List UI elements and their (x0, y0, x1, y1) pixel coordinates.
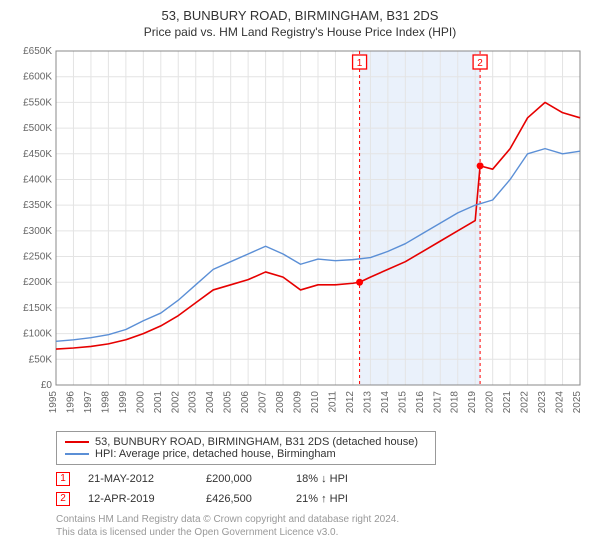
svg-text:2023: 2023 (537, 391, 548, 414)
chart-svg: £0 £50K £100K £150K £200K £250K £300K £350K £400… (12, 45, 588, 425)
svg-text:2008: 2008 (275, 391, 286, 414)
svg-text:2000: 2000 (135, 391, 146, 414)
svg-text:1996: 1996 (65, 391, 76, 414)
svg-text:£300K: £300K (23, 226, 52, 237)
svg-text:£400K: £400K (23, 174, 52, 185)
svg-text:2012: 2012 (345, 391, 356, 414)
svg-text:2024: 2024 (555, 391, 566, 414)
svg-text:2009: 2009 (293, 391, 304, 414)
svg-text:£50K: £50K (29, 354, 53, 365)
svg-text:2006: 2006 (240, 391, 251, 414)
svg-text:2005: 2005 (223, 391, 234, 414)
legend-label-property: 53, BUNBURY ROAD, BIRMINGHAM, B31 2DS (d… (95, 436, 418, 448)
svg-text:2002: 2002 (170, 391, 181, 414)
svg-text:2014: 2014 (380, 391, 391, 414)
legend-swatch-property (65, 441, 89, 443)
svg-text:2025: 2025 (572, 391, 583, 414)
chart-title: 53, BUNBURY ROAD, BIRMINGHAM, B31 2DS (12, 8, 588, 23)
svg-text:2001: 2001 (153, 391, 164, 414)
svg-text:2007: 2007 (258, 391, 269, 414)
svg-text:2016: 2016 (415, 391, 426, 414)
sale-price-1: £200,000 (206, 473, 278, 485)
sale-table: 1 21-MAY-2012 £200,000 18% ↓ HPI 2 12-AP… (56, 469, 588, 509)
svg-text:£450K: £450K (23, 149, 52, 160)
svg-text:£500K: £500K (23, 123, 52, 134)
legend-item-property: 53, BUNBURY ROAD, BIRMINGHAM, B31 2DS (d… (65, 436, 427, 448)
svg-text:2018: 2018 (450, 391, 461, 414)
svg-text:2004: 2004 (205, 391, 216, 414)
svg-text:£550K: £550K (23, 97, 52, 108)
legend: 53, BUNBURY ROAD, BIRMINGHAM, B31 2DS (d… (56, 431, 436, 465)
svg-text:2017: 2017 (432, 391, 443, 414)
svg-text:2013: 2013 (362, 391, 373, 414)
svg-text:£0: £0 (41, 380, 53, 391)
chart-subtitle: Price paid vs. HM Land Registry's House … (12, 25, 588, 39)
svg-text:2021: 2021 (502, 391, 513, 414)
svg-text:1998: 1998 (100, 391, 111, 414)
sale-marker-2: 2 (56, 492, 70, 506)
svg-text:£100K: £100K (23, 329, 52, 340)
svg-text:£200K: £200K (23, 277, 52, 288)
svg-text:2003: 2003 (188, 391, 199, 414)
svg-text:1: 1 (357, 58, 363, 69)
svg-text:2022: 2022 (520, 391, 531, 414)
legend-label-hpi: HPI: Average price, detached house, Birm… (95, 448, 336, 460)
svg-text:£150K: £150K (23, 303, 52, 314)
svg-text:1997: 1997 (83, 391, 94, 414)
sale-date-2: 12-APR-2019 (88, 493, 188, 505)
svg-text:£350K: £350K (23, 200, 52, 211)
sale-date-1: 21-MAY-2012 (88, 473, 188, 485)
svg-text:2011: 2011 (327, 391, 338, 413)
svg-text:2020: 2020 (485, 391, 496, 414)
sale-row-2: 2 12-APR-2019 £426,500 21% ↑ HPI (56, 489, 588, 509)
svg-text:2015: 2015 (397, 391, 408, 414)
sale-row-1: 1 21-MAY-2012 £200,000 18% ↓ HPI (56, 469, 588, 489)
sale-diff-1: 18% ↓ HPI (296, 473, 376, 485)
legend-swatch-hpi (65, 453, 89, 455)
svg-text:1999: 1999 (118, 391, 129, 414)
svg-text:2019: 2019 (467, 391, 478, 414)
svg-text:2: 2 (477, 58, 483, 69)
chart-area: £0 £50K £100K £150K £200K £250K £300K £350K £400… (12, 45, 588, 425)
legend-item-hpi: HPI: Average price, detached house, Birm… (65, 448, 427, 460)
svg-text:£600K: £600K (23, 72, 52, 83)
svg-text:2010: 2010 (310, 391, 321, 414)
sale-price-2: £426,500 (206, 493, 278, 505)
footer-text: Contains HM Land Registry data © Crown c… (56, 513, 588, 539)
sale-diff-2: 21% ↑ HPI (296, 493, 376, 505)
svg-text:1995: 1995 (48, 391, 59, 414)
svg-text:£650K: £650K (23, 46, 52, 57)
sale-marker-1: 1 (56, 472, 70, 486)
svg-text:£250K: £250K (23, 252, 52, 263)
